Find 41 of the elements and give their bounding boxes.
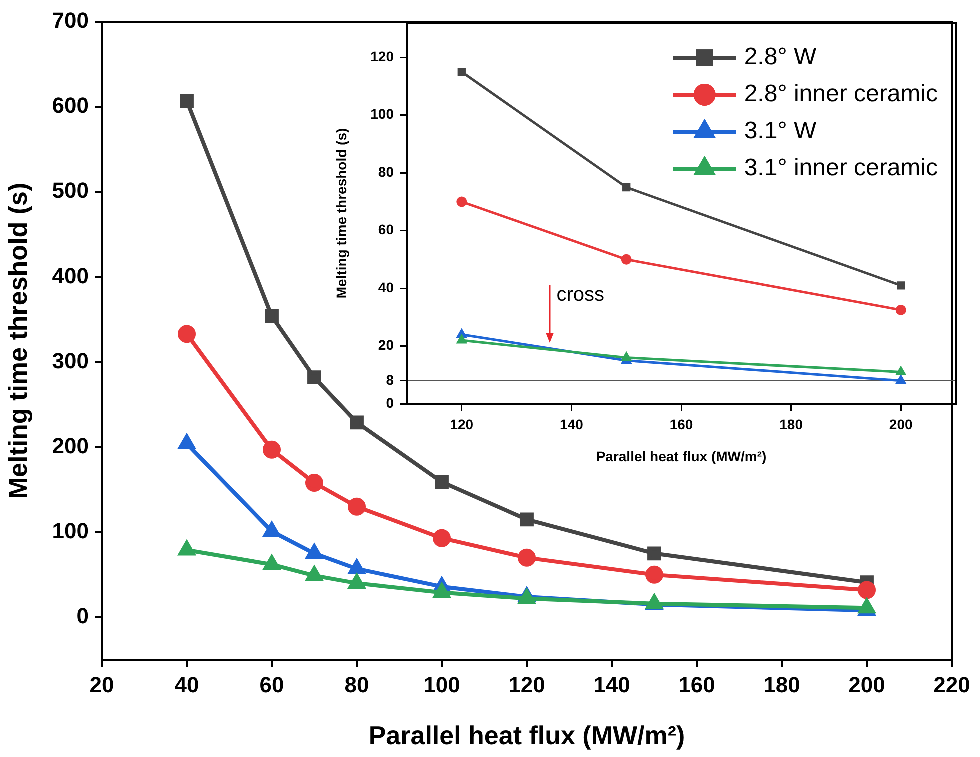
y-tick-label: 200 bbox=[52, 433, 89, 458]
y-tick-label: 100 bbox=[370, 106, 394, 122]
x-tick-label: 160 bbox=[670, 416, 694, 432]
x-tick-label: 120 bbox=[508, 672, 546, 698]
legend-label: 3.1° W bbox=[744, 118, 817, 145]
x-tick-label: 200 bbox=[889, 416, 913, 432]
y-tick-label: 40 bbox=[378, 279, 394, 296]
x-tick-label: 180 bbox=[764, 672, 800, 698]
y-tick-label: 8 bbox=[386, 372, 394, 388]
x-tick-label: 60 bbox=[260, 672, 284, 698]
y-tick-label: 100 bbox=[52, 518, 89, 544]
legend-label: 2.8° W bbox=[744, 44, 817, 71]
legend-label: 3.1° inner ceramic bbox=[744, 154, 938, 182]
x-axis-title: Parallel heat flux (MW/m²) bbox=[596, 448, 767, 464]
y-tick-label: 700 bbox=[52, 8, 89, 34]
y-axis-title: Melting time threshold (s) bbox=[2, 182, 33, 500]
annotation: cross bbox=[556, 284, 605, 306]
y-tick-label: 500 bbox=[52, 178, 89, 204]
x-tick-label: 140 bbox=[594, 672, 630, 698]
y-tick-label: 400 bbox=[52, 263, 89, 288]
x-tick-label: 120 bbox=[450, 416, 474, 432]
y-tick-label: 300 bbox=[52, 348, 89, 374]
y-tick-label: 20 bbox=[378, 337, 394, 354]
x-tick-label: 20 bbox=[90, 672, 114, 698]
y-tick-label: 80 bbox=[378, 164, 394, 180]
x-tick-label: 80 bbox=[344, 672, 370, 698]
x-tick-label: 140 bbox=[560, 416, 584, 432]
legend-label: 2.8° inner ceramic bbox=[744, 80, 938, 108]
x-tick-label: 220 bbox=[934, 672, 970, 698]
x-tick-label: 200 bbox=[848, 672, 886, 698]
y-tick-label: 120 bbox=[370, 48, 394, 64]
x-axis-title: Parallel heat flux (MW/m²) bbox=[368, 720, 686, 751]
y-tick-label: 60 bbox=[378, 222, 394, 238]
y-tick-label: 0 bbox=[386, 394, 394, 411]
y-tick-label: 0 bbox=[76, 604, 89, 629]
x-tick-label: 40 bbox=[174, 672, 200, 698]
y-axis-title: Melting time threshold (s) bbox=[333, 128, 350, 299]
x-tick-label: 100 bbox=[424, 672, 460, 698]
x-tick-label: 180 bbox=[780, 416, 804, 432]
x-tick-label: 160 bbox=[678, 672, 716, 698]
y-tick-label: 600 bbox=[52, 93, 89, 118]
